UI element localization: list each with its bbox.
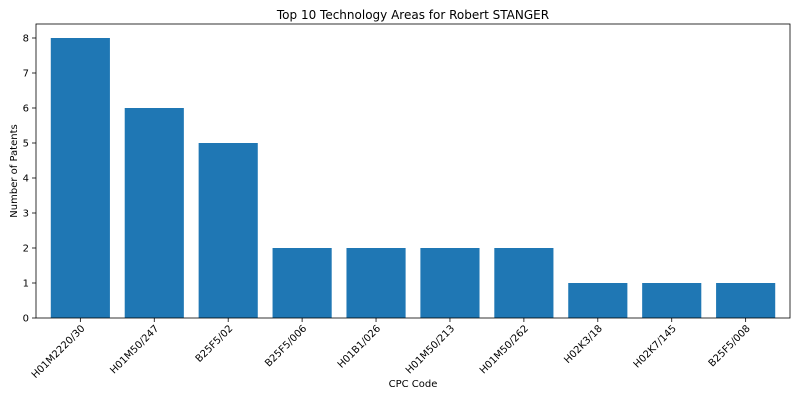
- y-tick-label-5: 5: [23, 139, 29, 150]
- bar-4: [346, 248, 405, 318]
- bar-1: [125, 108, 184, 318]
- x-tick-label-2: B25F5/02: [194, 323, 236, 365]
- chart-title: Top 10 Technology Areas for Robert STANG…: [276, 8, 549, 22]
- y-tick-label-8: 8: [23, 34, 29, 45]
- y-tick-label-2: 2: [23, 244, 29, 255]
- x-tick-label-1: H01M50/247: [108, 323, 161, 376]
- bar-3: [273, 248, 332, 318]
- bar-7: [568, 283, 627, 318]
- bars-group: [51, 38, 775, 318]
- x-tick-label-9: B25F5/008: [707, 323, 753, 369]
- y-axis: 0 1 2 3 4 5 6 7 8: [23, 34, 36, 325]
- x-axis-label: CPC Code: [389, 379, 438, 390]
- y-tick-label-0: 0: [23, 314, 29, 325]
- y-tick-label-3: 3: [23, 209, 29, 220]
- x-axis: H01M2220/30 H01M50/247 B25F5/02 B25F5/006 H0…: [30, 318, 753, 381]
- x-tick-label-6: H01M50/262: [478, 323, 531, 376]
- x-tick-label-8: H02K7/145: [632, 323, 679, 370]
- bar-2: [199, 143, 258, 318]
- y-tick-label-6: 6: [23, 104, 29, 115]
- x-tick-label-0: H01M2220/30: [30, 323, 88, 381]
- y-tick-label-4: 4: [23, 174, 29, 185]
- bar-0: [51, 38, 110, 318]
- x-tick-label-5: H01M50/213: [404, 323, 457, 376]
- bar-6: [494, 248, 553, 318]
- y-tick-label-7: 7: [23, 69, 29, 80]
- y-axis-label: Number of Patents: [9, 124, 20, 217]
- y-tick-label-1: 1: [23, 279, 29, 290]
- bar-9: [716, 283, 775, 318]
- bar-8: [642, 283, 701, 318]
- bar-5: [420, 248, 479, 318]
- x-tick-label-4: H01B1/026: [336, 323, 383, 370]
- x-tick-label-3: B25F5/006: [263, 323, 309, 369]
- x-tick-label-7: H02K3/18: [562, 323, 605, 366]
